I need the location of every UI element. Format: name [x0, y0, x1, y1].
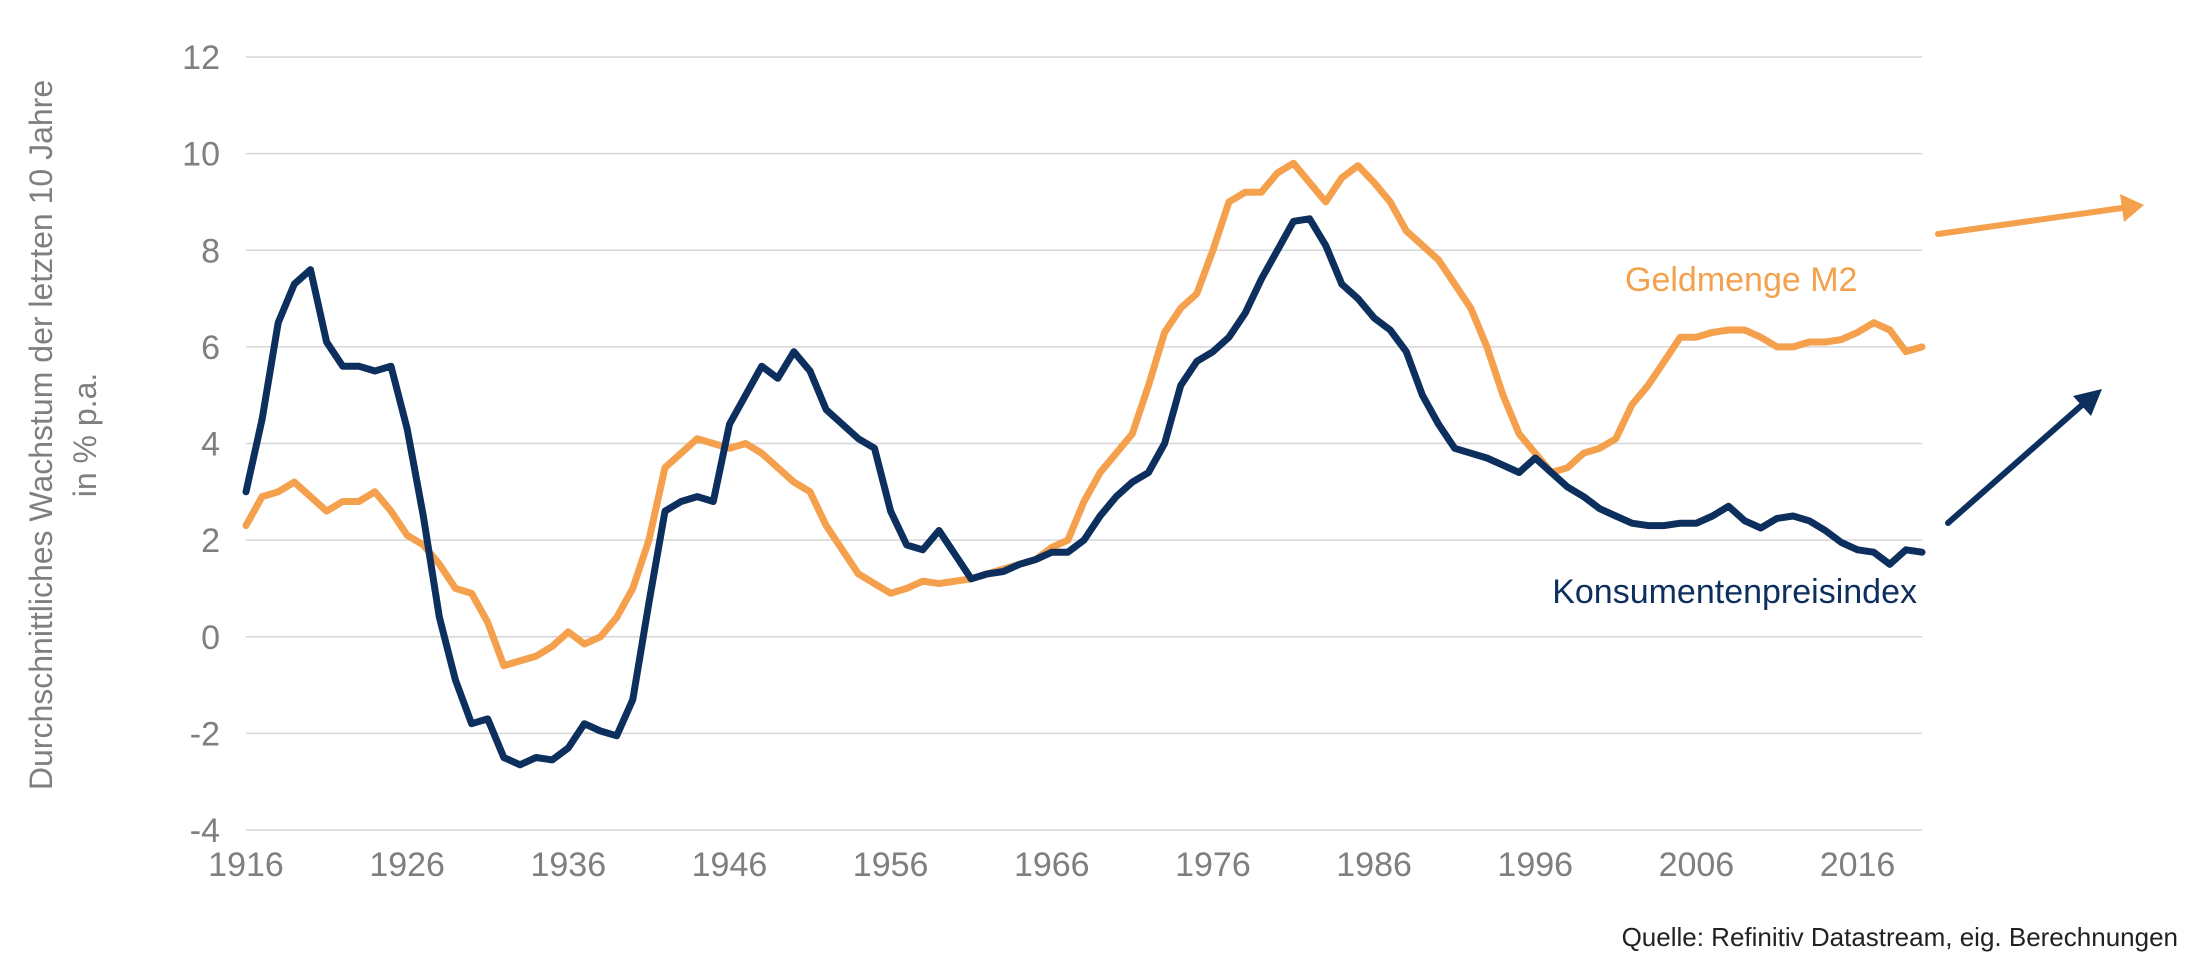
source-note: Quelle: Refinitiv Datastream, eig. Berec… [1622, 922, 2178, 952]
x-tick-label: 1986 [1336, 846, 1412, 884]
y-tick-label: 2 [201, 522, 220, 560]
y-tick-label: -2 [190, 715, 220, 753]
konsumentenpreisindex-line [242, 215, 1926, 769]
series-lines [242, 159, 1926, 769]
series-label-geldmenge-m2: Geldmenge M2 [1625, 261, 1857, 299]
x-tick-label: 1996 [1497, 846, 1573, 884]
y-tick-label: 10 [182, 136, 220, 174]
x-tick-label: 2016 [1820, 846, 1896, 884]
x-tick-label: 1936 [530, 846, 606, 884]
y-tick-label: 6 [201, 329, 220, 367]
y-tick-label: 4 [201, 426, 220, 464]
y-tick-label: 8 [201, 232, 220, 270]
y-tick-label: -4 [190, 812, 220, 850]
x-tick-label: 1946 [692, 846, 768, 884]
m2-trend-arrow [1935, 194, 2144, 237]
cpi-trend-arrow [1945, 389, 2102, 526]
x-tick-label: 2006 [1659, 846, 1735, 884]
y-axis-label-line1: Durchschnittliches Wachstum der letzten … [23, 80, 59, 790]
x-tick-label: 1956 [853, 846, 929, 884]
series-label-konsumentenpreisindex: Konsumentenpreisindex [1552, 573, 1917, 611]
x-tick-labels: 1916 1926 1936 1946 1956 1966 1976 1986 1996 2006… [208, 846, 1895, 884]
y-tick-labels: -4 -2 0 2 4 6 8 10 12 [182, 39, 220, 850]
gridlines [246, 56, 1922, 831]
x-tick-label: 1966 [1014, 846, 1090, 884]
x-tick-label: 1926 [369, 846, 445, 884]
y-tick-label: 0 [201, 619, 220, 657]
x-tick-label: 1916 [208, 846, 284, 884]
y-tick-label: 12 [182, 39, 220, 77]
geldmenge-m2-line [242, 159, 1926, 670]
x-tick-label: 1976 [1175, 846, 1251, 884]
y-axis-label-line2: in % p.a. [67, 373, 103, 498]
